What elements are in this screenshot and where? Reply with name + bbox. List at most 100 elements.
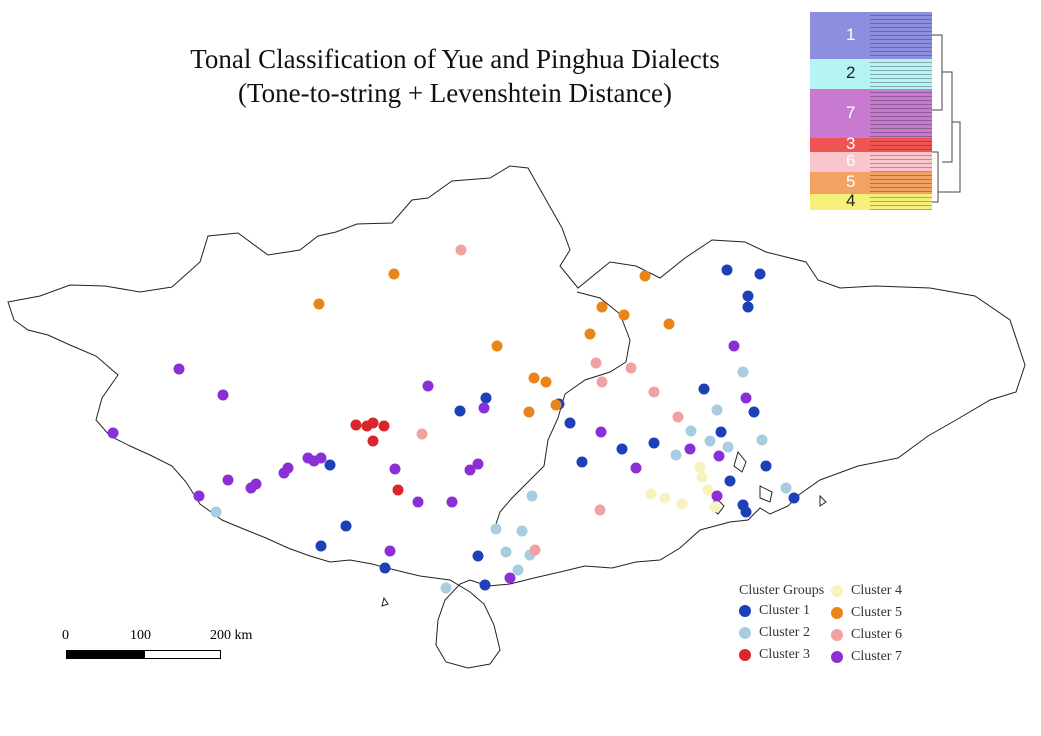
dendrogram-band-3: 3 bbox=[810, 134, 932, 153]
dendrogram-band-6: 6 bbox=[810, 151, 932, 172]
dendrogram-branch bbox=[870, 86, 932, 87]
site-marker-cluster-1 bbox=[315, 540, 327, 552]
site-marker-cluster-5 bbox=[663, 318, 675, 330]
site-marker-cluster-7 bbox=[446, 496, 458, 508]
site-marker-cluster-1 bbox=[648, 437, 660, 449]
site-marker-cluster-7 bbox=[222, 474, 234, 486]
site-marker-cluster-2 bbox=[210, 506, 222, 518]
site-marker-cluster-1 bbox=[454, 405, 466, 417]
dendrogram-branch bbox=[870, 120, 932, 121]
dendrogram-band-label: 5 bbox=[846, 172, 856, 191]
site-marker-cluster-1 bbox=[698, 383, 710, 395]
site-marker-cluster-7 bbox=[711, 490, 723, 502]
dendrogram-branch bbox=[870, 209, 932, 210]
site-marker-cluster-6 bbox=[596, 376, 608, 388]
dendrogram-band-2: 2 bbox=[810, 59, 932, 89]
site-marker-cluster-1 bbox=[748, 406, 760, 418]
dendrogram-branch bbox=[870, 197, 932, 198]
legend-item-cluster-5: Cluster 5 bbox=[831, 605, 902, 623]
legend-marker-icon bbox=[739, 604, 751, 617]
dendrogram-branch bbox=[870, 31, 932, 32]
site-marker-cluster-5 bbox=[540, 376, 552, 388]
dendrogram-branch bbox=[870, 136, 932, 137]
site-marker-cluster-6 bbox=[672, 411, 684, 423]
dendrogram-branch bbox=[870, 155, 932, 156]
scale-label-0: 0 bbox=[62, 628, 69, 643]
dendrogram-branch bbox=[870, 132, 932, 133]
dendrogram-band-label: 3 bbox=[846, 134, 856, 153]
site-marker-cluster-4 bbox=[709, 501, 721, 513]
legend-label: Cluster 7 bbox=[851, 649, 902, 664]
site-marker-cluster-2 bbox=[440, 582, 452, 594]
dendrogram-branch bbox=[870, 163, 932, 164]
site-marker-cluster-7 bbox=[422, 380, 434, 392]
legend-marker-icon bbox=[739, 626, 751, 639]
site-marker-cluster-5 bbox=[584, 328, 596, 340]
site-marker-cluster-5 bbox=[388, 268, 400, 280]
dendrogram-branch bbox=[870, 62, 932, 63]
legend-marker-icon bbox=[831, 650, 843, 663]
legend-marker-icon bbox=[831, 584, 843, 597]
dendrogram-branch bbox=[870, 159, 932, 160]
site-marker-cluster-1 bbox=[480, 392, 492, 404]
site-marker-cluster-1 bbox=[760, 460, 772, 472]
dendrogram-branch bbox=[870, 167, 932, 168]
scale-bar: 0 100 200 km bbox=[58, 628, 258, 668]
dendrogram-branch bbox=[870, 175, 932, 176]
site-marker-cluster-1 bbox=[742, 301, 754, 313]
dendrogram-branch bbox=[870, 47, 932, 48]
dendrogram-branch bbox=[870, 82, 932, 83]
dendrogram-branch bbox=[870, 128, 932, 129]
dendrogram-branch bbox=[870, 205, 932, 206]
site-marker-cluster-3 bbox=[350, 419, 362, 431]
site-marker-cluster-7 bbox=[478, 402, 490, 414]
site-marker-cluster-7 bbox=[245, 482, 257, 494]
site-marker-cluster-2 bbox=[711, 404, 723, 416]
site-marker-cluster-6 bbox=[625, 362, 637, 374]
legend-label: Cluster 5 bbox=[851, 605, 902, 620]
legend-label: Cluster 4 bbox=[851, 583, 902, 598]
dendrogram-branch bbox=[870, 35, 932, 36]
site-marker-cluster-1 bbox=[324, 459, 336, 471]
site-marker-cluster-2 bbox=[780, 482, 792, 494]
site-marker-cluster-4 bbox=[645, 488, 657, 500]
site-marker-cluster-4 bbox=[702, 484, 714, 496]
site-marker-cluster-1 bbox=[576, 456, 588, 468]
dendrogram-branch bbox=[870, 124, 932, 125]
dendrogram-branch bbox=[870, 55, 932, 56]
dendrogram-band-label: 2 bbox=[846, 63, 856, 82]
dendrogram-link bbox=[932, 34, 943, 111]
site-marker-cluster-1 bbox=[742, 290, 754, 302]
site-marker-cluster-7 bbox=[107, 427, 119, 439]
site-marker-cluster-1 bbox=[754, 268, 766, 280]
site-marker-cluster-6 bbox=[529, 544, 541, 556]
site-marker-cluster-3 bbox=[378, 420, 390, 432]
dendrogram-branch bbox=[870, 27, 932, 28]
legend-item-cluster-2: Cluster 2 bbox=[739, 625, 810, 643]
site-marker-cluster-5 bbox=[639, 270, 651, 282]
site-marker-cluster-2 bbox=[500, 546, 512, 558]
scale-label-100: 100 bbox=[130, 628, 151, 643]
dendrogram-band-label: 4 bbox=[846, 191, 856, 210]
site-marker-cluster-2 bbox=[737, 366, 749, 378]
site-marker-cluster-6 bbox=[455, 244, 467, 256]
legend-label: Cluster 2 bbox=[759, 625, 810, 640]
site-marker-cluster-7 bbox=[389, 463, 401, 475]
site-marker-cluster-6 bbox=[594, 504, 606, 516]
dendrogram-branch bbox=[870, 145, 932, 146]
site-marker-cluster-1 bbox=[564, 417, 576, 429]
legend-item-cluster-7: Cluster 7 bbox=[831, 649, 902, 667]
dendrogram-branch bbox=[870, 70, 932, 71]
dendrogram-branch bbox=[870, 141, 932, 142]
dendrogram-branch bbox=[870, 183, 932, 184]
dendrogram-tree bbox=[932, 34, 961, 203]
site-marker-cluster-2 bbox=[670, 449, 682, 461]
scale-label-200: 200 km bbox=[210, 628, 253, 643]
legend-item-cluster-6: Cluster 6 bbox=[831, 627, 902, 645]
site-marker-cluster-7 bbox=[504, 572, 516, 584]
legend-label: Cluster 1 bbox=[759, 603, 810, 618]
dendrogram-branch bbox=[870, 96, 932, 97]
dendrogram-branch bbox=[870, 191, 932, 192]
dendrogram-link bbox=[942, 71, 953, 163]
